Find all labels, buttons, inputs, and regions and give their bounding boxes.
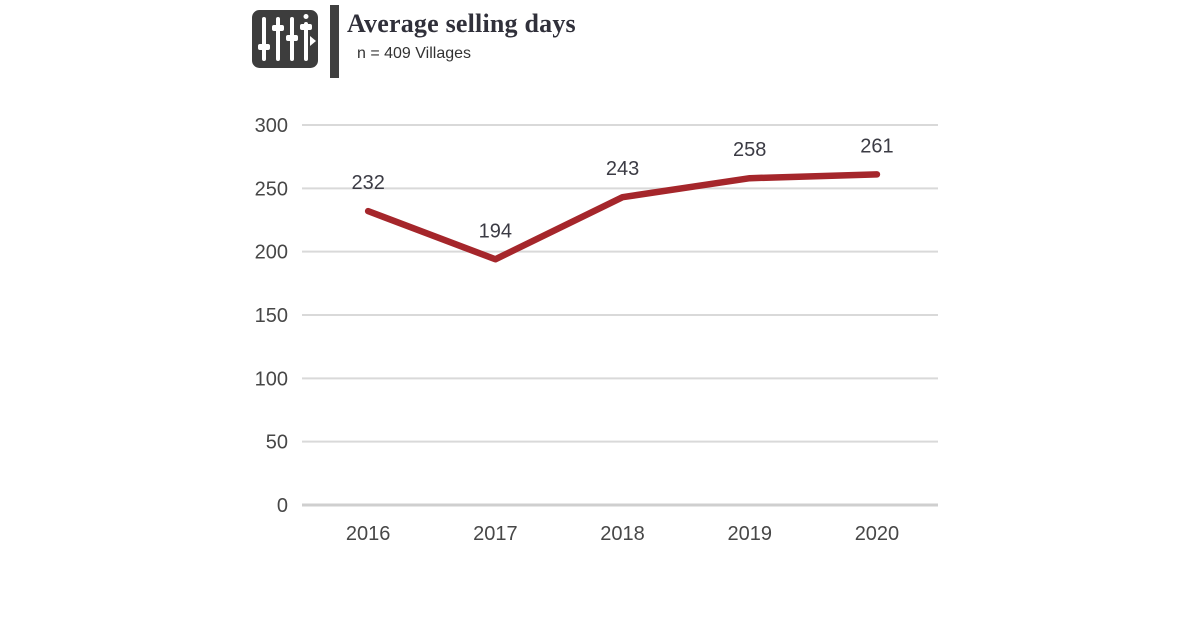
- y-tick-label: 250: [255, 178, 288, 200]
- y-tick-label: 100: [255, 368, 288, 390]
- title-block: Average selling days n = 409 Villages: [347, 5, 576, 63]
- x-tick-label: 2017: [473, 523, 518, 545]
- data-label: 258: [733, 139, 766, 161]
- y-tick-label: 50: [266, 432, 288, 454]
- page-title: Average selling days: [347, 9, 576, 38]
- data-label: 243: [606, 158, 639, 180]
- y-tick-label: 0: [277, 495, 288, 517]
- x-tick-label: 2020: [855, 523, 900, 545]
- equalizer-icon: [252, 10, 318, 68]
- series-line: [364, 171, 881, 263]
- y-tick-label: 200: [255, 242, 288, 264]
- y-tick-label: 150: [255, 305, 288, 327]
- x-tick-label: 2019: [727, 523, 772, 545]
- accent-bar: [330, 5, 339, 78]
- data-label: 261: [860, 135, 893, 157]
- data-label: 232: [351, 172, 384, 194]
- equalizer-icon-svg: [252, 10, 318, 68]
- x-tick-label: 2016: [346, 523, 391, 545]
- data-label: 194: [479, 220, 512, 242]
- y-tick-label: 300: [255, 115, 288, 137]
- chart-header: Average selling days n = 409 Villages: [252, 5, 576, 78]
- chart-subtitle: n = 409 Villages: [357, 45, 472, 62]
- x-tick-label: 2018: [600, 523, 645, 545]
